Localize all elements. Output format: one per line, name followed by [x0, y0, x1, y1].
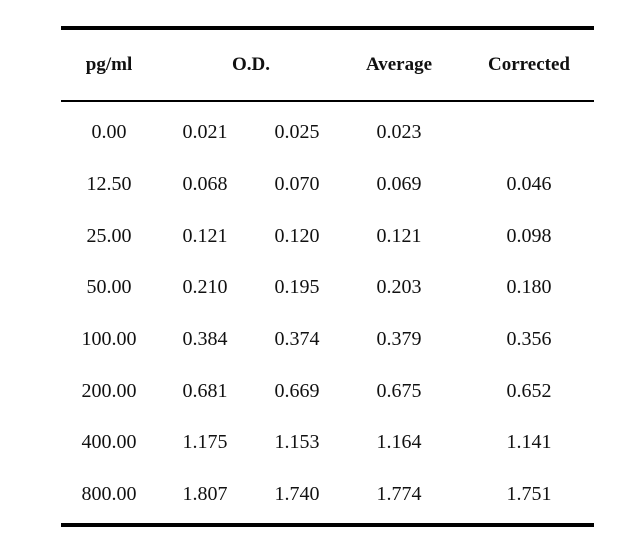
table-row: 100.00 0.384 0.374 0.379 0.356	[61, 314, 594, 366]
cell-pg-ml: 12.50	[86, 173, 132, 196]
cell-corrected: 0.356	[506, 328, 552, 351]
header-pg-ml: pg/ml	[85, 54, 133, 75]
cell-od-2: 0.374	[274, 328, 320, 351]
cell-pg-ml: 100.00	[81, 328, 137, 351]
cell-od-1: 0.068	[182, 173, 228, 196]
cell-od-2: 0.195	[274, 276, 320, 299]
cell-od-1: 1.807	[182, 483, 228, 506]
cell-corrected: 0.652	[506, 379, 552, 402]
table-row: 400.00 1.175 1.153 1.164 1.141	[61, 417, 594, 469]
cell-average: 1.774	[376, 483, 422, 506]
cell-pg-ml: 400.00	[81, 431, 137, 454]
cell-od-2: 1.153	[274, 431, 320, 454]
table-row: 800.00 1.807 1.740 1.774 1.751	[61, 469, 594, 521]
cell-od-1: 1.175	[182, 431, 228, 454]
cell-pg-ml: 50.00	[86, 276, 132, 299]
cell-average: 0.121	[376, 224, 422, 247]
table-header-rule	[61, 100, 594, 102]
cell-od-2: 1.740	[274, 483, 320, 506]
cell-average: 0.675	[376, 379, 422, 402]
table-top-rule	[61, 26, 594, 30]
table-header-row: pg/ml O.D. Average Corrected	[61, 30, 594, 100]
cell-od-1: 0.384	[182, 328, 228, 351]
table-row: 0.00 0.021 0.025 0.023	[61, 107, 594, 159]
cell-corrected: 1.751	[506, 483, 552, 506]
cell-corrected: 1.141	[506, 431, 552, 454]
cell-average: 0.379	[376, 328, 422, 351]
cell-od-1: 0.681	[182, 379, 228, 402]
table-row: 50.00 0.210 0.195 0.203 0.180	[61, 262, 594, 314]
cell-average: 1.164	[376, 431, 422, 454]
header-average: Average	[365, 54, 433, 75]
cell-pg-ml: 200.00	[81, 379, 137, 402]
table-row: 200.00 0.681 0.669 0.675 0.652	[61, 365, 594, 417]
table-bottom-rule	[61, 522, 594, 527]
cell-od-1: 0.121	[182, 224, 228, 247]
cell-od-2: 0.070	[274, 173, 320, 196]
cell-od-1: 0.021	[182, 121, 228, 144]
cell-average: 0.069	[376, 173, 422, 196]
cell-pg-ml: 800.00	[81, 483, 137, 506]
cell-corrected: 0.098	[506, 224, 552, 247]
data-table: pg/ml O.D. Average Corrected 0.00 0.021 0.…	[61, 26, 594, 527]
table-body: 0.00 0.021 0.025 0.023 12.50 0.068 0.070 0.069 0…	[61, 102, 594, 523]
cell-od-2: 0.025	[274, 121, 320, 144]
cell-pg-ml: 0.00	[91, 121, 127, 144]
header-corrected: Corrected	[488, 54, 570, 75]
cell-average: 0.203	[376, 276, 422, 299]
table-row: 12.50 0.068 0.070 0.069 0.046	[61, 159, 594, 211]
cell-pg-ml: 25.00	[86, 224, 132, 247]
table-row: 25.00 0.121 0.120 0.121 0.098	[61, 210, 594, 262]
cell-od-2: 0.669	[274, 379, 320, 402]
cell-corrected: 0.180	[506, 276, 552, 299]
cell-corrected: 0.046	[506, 173, 552, 196]
cell-od-1: 0.210	[182, 276, 228, 299]
cell-average: 0.023	[376, 121, 422, 144]
header-od: O.D.	[232, 54, 270, 75]
cell-corrected	[481, 107, 577, 159]
cell-od-2: 0.120	[274, 224, 320, 247]
